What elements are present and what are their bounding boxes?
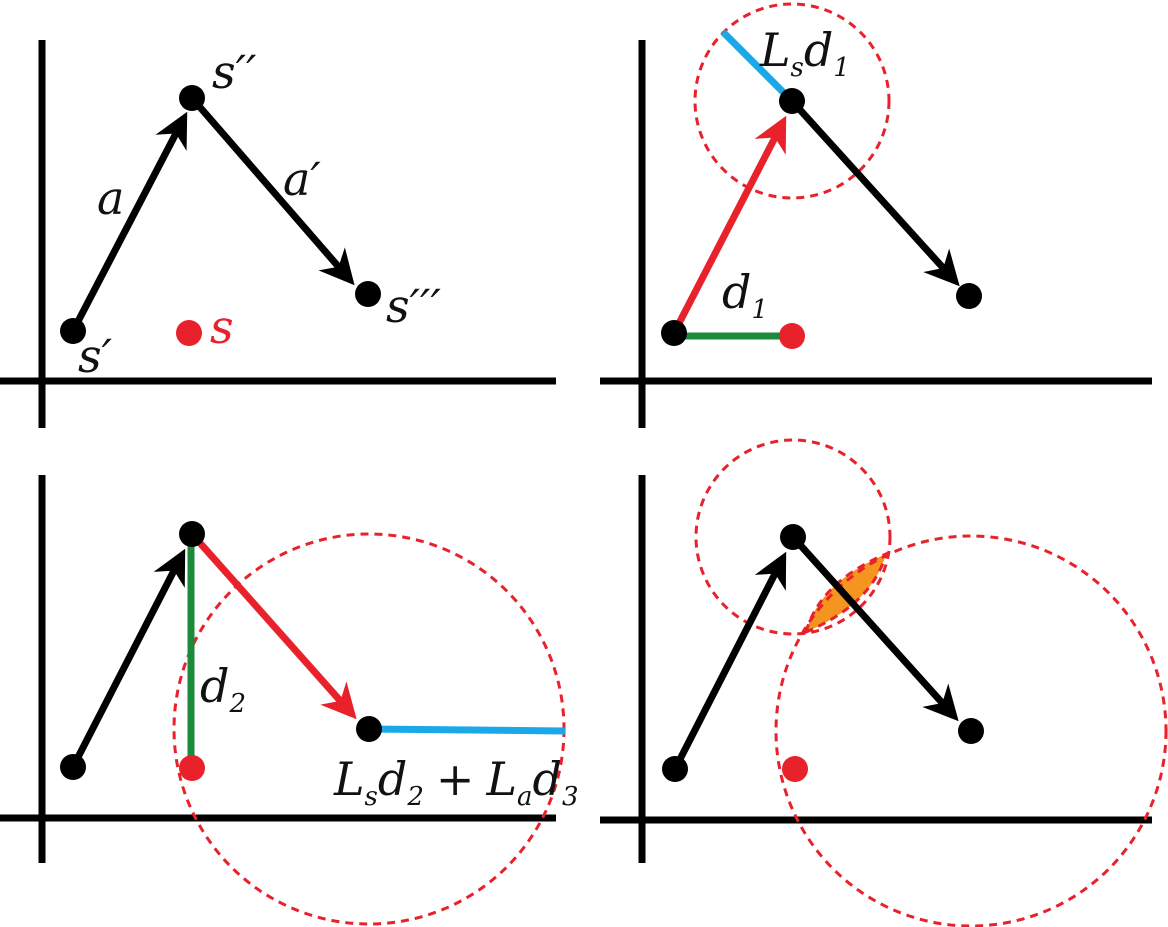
state-mid-point xyxy=(179,521,205,547)
state-s-prime-point xyxy=(60,318,86,344)
lipschitz-circle-small xyxy=(694,438,892,636)
state-s-triple-prime-point xyxy=(355,281,381,307)
label-d1: d1 xyxy=(722,265,768,325)
state-end-point xyxy=(356,716,382,742)
action-arrow xyxy=(69,548,186,769)
state-start-point xyxy=(661,320,687,346)
action-a-arrow xyxy=(69,111,188,333)
label-ls-d1: Lsd1 xyxy=(759,23,850,83)
label-a: a xyxy=(97,171,124,225)
state-start-point xyxy=(662,756,688,782)
transition-arrow-red xyxy=(670,115,787,335)
state-s-point xyxy=(782,756,808,782)
transition-arrow-red xyxy=(189,531,357,720)
label-a-prime: a′ xyxy=(283,152,321,206)
state-mid-point xyxy=(780,524,806,550)
action-arrow-2 xyxy=(790,534,959,722)
panel-top-left: s′ s′′ s′′′ s a a′ xyxy=(0,40,556,428)
panel-top-right: Lsd1 d1 xyxy=(600,2,1152,428)
panel-bottom-left: d2 Lsd2 + Lad3 xyxy=(0,475,579,926)
action-arrow-1 xyxy=(671,551,787,771)
state-s-point xyxy=(176,320,202,346)
state-s-point xyxy=(179,755,205,781)
label-d2: d2 xyxy=(200,659,246,719)
label-s-triple-prime: s′′′ xyxy=(386,279,441,333)
state-mid-point xyxy=(779,88,805,114)
lipschitz-circle-large xyxy=(774,534,1168,927)
label-s: s xyxy=(210,300,234,354)
action-arrow xyxy=(789,98,960,287)
label-s-prime: s′ xyxy=(78,329,113,383)
state-s-double-prime-point xyxy=(179,85,205,111)
state-end-point xyxy=(958,718,984,744)
lipschitz-circle xyxy=(693,2,891,200)
state-start-point xyxy=(60,754,86,780)
panel-bottom-right xyxy=(600,438,1168,927)
radius-ls-d2-la-d3-segment xyxy=(368,725,566,735)
action-a-prime-arrow xyxy=(189,95,355,286)
label-ls-d2-plus-la-d3: Lsd2 + Lad3 xyxy=(333,752,579,812)
state-s-point xyxy=(779,323,805,349)
radius-ls-d1-segment xyxy=(720,29,795,104)
state-end-point xyxy=(956,283,982,309)
label-s-double-prime: s′′ xyxy=(212,45,257,99)
